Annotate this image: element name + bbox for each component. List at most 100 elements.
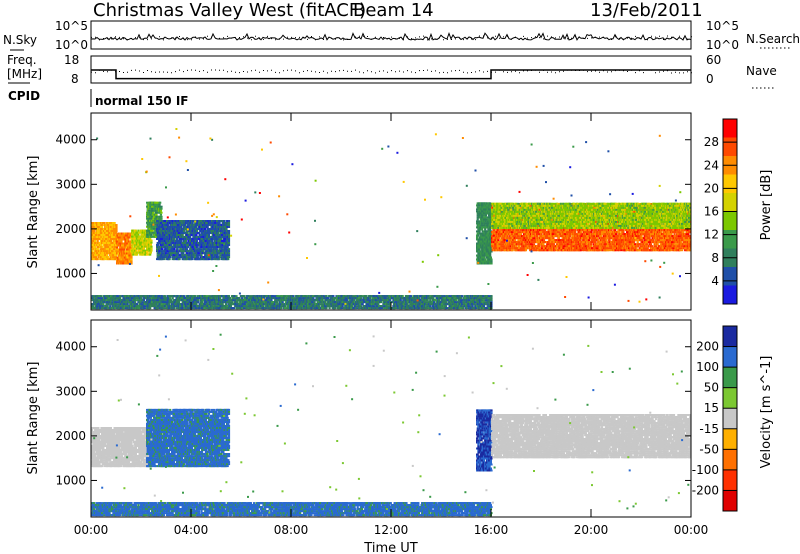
data-cell (194, 236, 197, 238)
data-cell (96, 238, 99, 240)
data-cell (502, 231, 506, 234)
data-cell (520, 229, 523, 232)
data-cell (542, 243, 545, 246)
data-cell (207, 224, 210, 226)
data-cell (102, 228, 106, 230)
data-cell (198, 248, 201, 251)
data-cell (155, 223, 158, 226)
data-cell (188, 238, 191, 240)
data-cell (176, 248, 179, 251)
data-cell (196, 230, 199, 232)
data-cell (158, 252, 161, 255)
data-cell (162, 232, 165, 234)
data-cell (149, 245, 152, 248)
data-cell (225, 248, 228, 251)
data-cell (152, 211, 155, 214)
data-cell (102, 230, 106, 232)
data-cell (492, 239, 495, 242)
data-cell (99, 258, 102, 261)
data-cell (198, 232, 201, 234)
data-cell (188, 250, 191, 253)
data-cell (149, 207, 152, 210)
data-cell (126, 262, 129, 265)
data-cell (99, 224, 102, 226)
data-cell (150, 233, 153, 236)
data-cell (183, 250, 186, 253)
data-cell (172, 224, 176, 226)
data-cell (514, 245, 517, 248)
data-cell (184, 242, 187, 244)
data-cell (92, 244, 95, 246)
data-cell (131, 245, 134, 248)
data-cell (492, 241, 496, 244)
data-cell (210, 248, 213, 251)
data-cell (151, 235, 154, 238)
data-cell (101, 242, 104, 244)
data-cell (501, 245, 504, 248)
data-cell (149, 219, 152, 222)
data-cell (164, 220, 167, 222)
data-cell (221, 232, 224, 234)
data-cell (184, 228, 187, 230)
data-cell (159, 215, 162, 218)
data-cell (128, 250, 131, 253)
data-cell (96, 240, 99, 242)
data-cell (191, 258, 194, 261)
data-cell (119, 252, 122, 255)
data-cell (225, 252, 228, 255)
data-cell (486, 252, 489, 255)
data-cell (479, 232, 482, 235)
data-cell (157, 236, 160, 238)
data-cell (485, 254, 488, 257)
data-cell (129, 240, 132, 243)
data-cell (212, 226, 216, 228)
data-cell (212, 254, 216, 257)
data-cell (196, 240, 199, 242)
data-cell (489, 228, 492, 231)
data-cell (106, 236, 109, 238)
data-cell (192, 256, 195, 259)
data-cell (166, 236, 169, 238)
data-cell (137, 229, 140, 232)
data-cell (491, 233, 494, 236)
data-cell (497, 229, 501, 232)
data-cell (226, 220, 229, 222)
data-cell (106, 234, 109, 236)
data-cell (113, 224, 116, 226)
data-cell (198, 226, 201, 228)
data-cell (159, 211, 162, 214)
data-cell (202, 256, 206, 259)
data-cell (126, 232, 129, 235)
data-cell (167, 232, 170, 234)
data-cell (221, 242, 224, 244)
data-cell (142, 253, 145, 256)
data-cell (227, 256, 231, 259)
data-cell (220, 224, 223, 226)
data-cell (154, 205, 157, 208)
data-cell (537, 239, 541, 242)
data-cell (129, 242, 132, 245)
data-cell (111, 254, 114, 257)
data-cell (130, 248, 133, 251)
data-cell (489, 256, 492, 259)
data-cell (183, 220, 186, 222)
data-cell (488, 256, 491, 259)
data-cell (499, 239, 502, 242)
data-cell (197, 252, 200, 255)
data-cell (95, 230, 98, 232)
data-cell (173, 250, 176, 253)
data-cell (227, 242, 231, 244)
data-cell (490, 258, 493, 261)
data-cell (177, 242, 181, 244)
data-cell (495, 243, 498, 246)
data-cell (112, 236, 116, 238)
data-cell (196, 248, 199, 251)
data-cell (108, 258, 111, 261)
data-cell (117, 240, 121, 243)
data-cell (128, 236, 131, 239)
data-cell (106, 244, 109, 246)
data-cell (167, 224, 170, 226)
data-cell (201, 232, 204, 234)
patch-1 (116, 232, 133, 265)
